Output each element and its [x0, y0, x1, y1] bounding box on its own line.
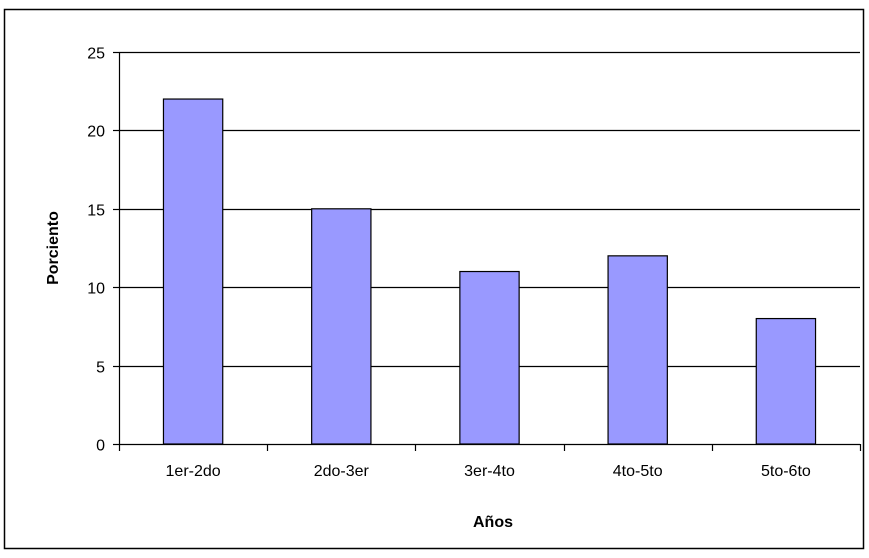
x-tick-label: 3er-4to: [464, 463, 515, 480]
y-tick-labels: 0 5 10 15 20 25: [87, 46, 105, 455]
x-tick-label: 5to-6to: [761, 463, 811, 480]
y-tick-label: 25: [87, 46, 105, 63]
x-tick-label: 2do-3er: [314, 463, 370, 480]
bar: [459, 270, 520, 445]
bar: [755, 317, 817, 445]
x-tick-label: 4to-5to: [613, 463, 663, 480]
y-axis-title: Porciento: [45, 211, 62, 285]
bar: [162, 98, 224, 445]
gridlines: [119, 51, 860, 368]
bar: [607, 255, 668, 445]
bar: [311, 208, 372, 445]
chart-border: [3, 8, 865, 550]
x-tick-labels: 1er-2do 2do-3er 3er-4to 4to-5to 5to-6to: [166, 463, 811, 480]
y-tick-label: 20: [87, 124, 105, 141]
bar-series: [162, 98, 817, 445]
x-axis-title: Años: [473, 514, 513, 531]
x-tick-label: 1er-2do: [166, 463, 221, 480]
y-tick-label: 5: [96, 360, 105, 377]
y-tick-label: 10: [87, 281, 105, 298]
axes: [113, 51, 862, 451]
y-tick-label: 0: [96, 438, 105, 455]
y-tick-label: 15: [87, 203, 105, 220]
